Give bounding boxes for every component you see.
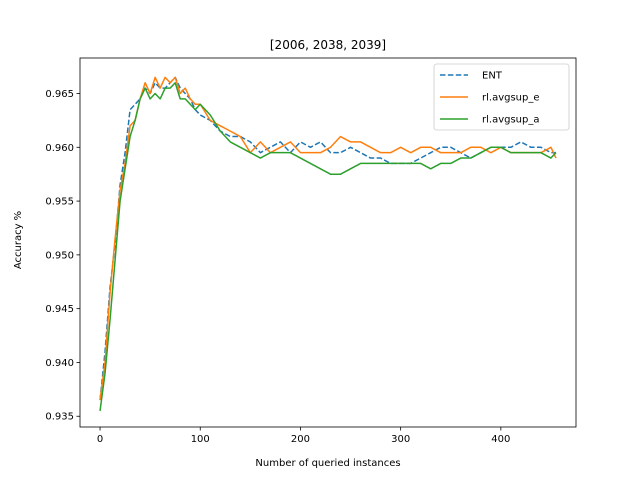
y-tick-label: 0.965 (45, 89, 74, 100)
y-tick-label: 0.935 (45, 412, 74, 423)
legend-label-2: rl.avgsup_e (482, 93, 540, 104)
y-tick-label: 0.960 (45, 143, 74, 154)
chart-title: [2006, 2038, 2039] (270, 38, 386, 52)
x-tick-label: 100 (191, 434, 210, 445)
y-tick-label: 0.940 (45, 358, 74, 369)
series-line-3 (99, 81, 557, 411)
x-tick-label: 300 (391, 434, 410, 445)
legend-box (433, 63, 570, 131)
y-tick-label: 0.945 (45, 304, 74, 315)
x-tick-label: 400 (491, 434, 510, 445)
y-tick-label: 0.955 (45, 197, 74, 208)
series-line-1 (99, 76, 556, 401)
x-tick-label: 200 (291, 434, 310, 445)
x-tick-label: 0 (97, 434, 103, 445)
x-axis-title: Number of queried instances (255, 458, 400, 469)
series-line-2 (99, 76, 557, 401)
plot-area: 0 100 200 300 400 0.935 0.940 0.945 0.950 0.955 0.… (45, 57, 577, 445)
axes-frame (79, 57, 577, 428)
y-tick-label: 0.950 (45, 250, 74, 261)
legend-label-3: rl.avgsup_a (482, 115, 540, 126)
legend-label-1: ENT (482, 71, 503, 82)
y-axis-title: Accuracy % (13, 211, 24, 269)
